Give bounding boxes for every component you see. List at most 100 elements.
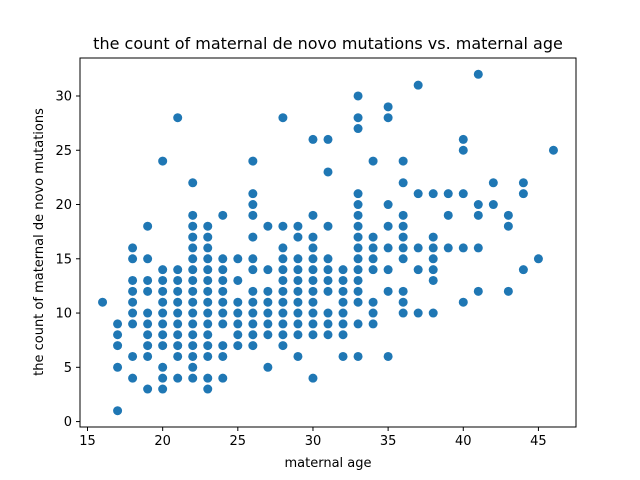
data-point — [398, 178, 408, 188]
data-point — [218, 286, 228, 296]
plot-area-frame — [79, 57, 577, 428]
data-point — [203, 308, 213, 318]
data-point — [188, 286, 198, 296]
data-point — [203, 341, 213, 351]
data-point — [278, 319, 288, 329]
data-point — [308, 265, 318, 275]
data-point — [158, 156, 168, 166]
data-point — [113, 362, 123, 372]
data-point — [308, 243, 318, 253]
data-point — [98, 297, 108, 307]
data-point — [383, 351, 393, 361]
data-point — [203, 254, 213, 264]
data-point — [218, 275, 228, 285]
data-point — [128, 308, 138, 318]
x-tick-label: 35 — [380, 434, 397, 449]
data-point — [308, 134, 318, 144]
data-point — [188, 243, 198, 253]
data-point — [308, 308, 318, 318]
data-point — [143, 221, 153, 231]
data-point — [128, 243, 138, 253]
data-point — [488, 200, 498, 210]
data-points — [98, 69, 558, 416]
data-point — [248, 265, 258, 275]
data-point — [248, 189, 258, 199]
data-point — [218, 265, 228, 275]
data-point — [473, 69, 483, 79]
data-point — [203, 330, 213, 340]
data-point — [308, 330, 318, 340]
data-point — [248, 341, 258, 351]
data-point — [188, 275, 198, 285]
data-point — [473, 210, 483, 220]
data-point — [218, 210, 228, 220]
data-point — [128, 373, 138, 383]
data-point — [248, 330, 258, 340]
data-point — [488, 178, 498, 188]
data-point — [293, 254, 303, 264]
data-point — [413, 265, 423, 275]
data-point — [278, 243, 288, 253]
data-point — [218, 297, 228, 307]
data-point — [323, 254, 333, 264]
data-point — [188, 232, 198, 242]
data-point — [158, 330, 168, 340]
data-point — [518, 178, 528, 188]
data-point — [233, 297, 243, 307]
data-point — [173, 265, 183, 275]
data-point — [263, 319, 273, 329]
x-tick-label: 15 — [79, 434, 96, 449]
data-point — [248, 319, 258, 329]
data-point — [368, 297, 378, 307]
data-point — [458, 189, 468, 199]
y-tick-label: 10 — [55, 307, 72, 322]
data-point — [203, 275, 213, 285]
data-point — [158, 373, 168, 383]
data-point — [383, 200, 393, 210]
data-point — [248, 210, 258, 220]
data-point — [368, 308, 378, 318]
data-point — [428, 232, 438, 242]
data-point — [413, 308, 423, 318]
data-point — [203, 221, 213, 231]
data-point — [368, 319, 378, 329]
data-point — [203, 319, 213, 329]
data-point — [218, 341, 228, 351]
data-point — [398, 286, 408, 296]
data-point — [158, 286, 168, 296]
data-point — [398, 308, 408, 318]
data-point — [293, 351, 303, 361]
data-point — [383, 265, 393, 275]
data-point — [203, 373, 213, 383]
data-point — [428, 189, 438, 199]
data-point — [263, 362, 273, 372]
data-point — [398, 221, 408, 231]
y-tick-label: 15 — [55, 252, 72, 267]
data-point — [428, 243, 438, 253]
data-point — [128, 319, 138, 329]
data-point — [323, 330, 333, 340]
data-point — [218, 254, 228, 264]
data-point — [128, 254, 138, 264]
data-point — [173, 330, 183, 340]
data-point — [398, 297, 408, 307]
data-point — [278, 254, 288, 264]
data-point — [293, 319, 303, 329]
data-point — [248, 286, 258, 296]
data-point — [308, 232, 318, 242]
data-point — [308, 319, 318, 329]
data-point — [323, 319, 333, 329]
data-point — [248, 297, 258, 307]
data-point — [368, 156, 378, 166]
data-point — [353, 319, 363, 329]
data-point — [113, 319, 123, 329]
data-point — [473, 200, 483, 210]
data-point — [458, 134, 468, 144]
data-point — [143, 319, 153, 329]
data-point — [293, 275, 303, 285]
data-point — [338, 297, 348, 307]
data-point — [308, 373, 318, 383]
data-point — [353, 91, 363, 101]
data-point — [293, 221, 303, 231]
